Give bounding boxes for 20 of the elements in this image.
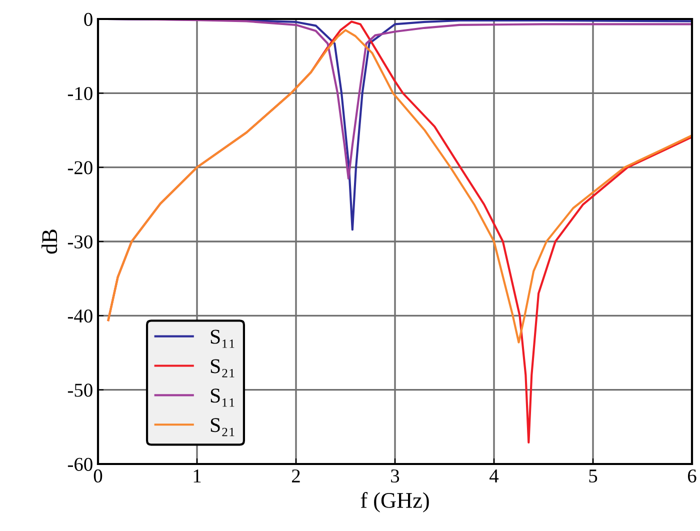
x-tick-label: 4 (490, 470, 499, 482)
y-tick-label: -30 (68, 235, 92, 248)
y-tick-label: -20 (68, 161, 92, 174)
y-tick-label: -60 (68, 458, 92, 471)
legend-label: S₂₁ (210, 418, 234, 436)
legend-label: S₁₁ (210, 388, 234, 407)
y-tick-label: -40 (68, 309, 92, 323)
x-axis-title: f (GHz) (360, 492, 429, 512)
x-tick-label: 6 (688, 469, 696, 483)
y-tick-label: -10 (68, 86, 92, 100)
x-tick-label: 0 (94, 469, 102, 483)
legend-label: S₁₁ (210, 330, 234, 348)
y-axis-title: dB (42, 230, 58, 254)
x-tick-label: 3 (391, 469, 400, 483)
x-tick-label: 5 (589, 470, 598, 483)
x-tick-label: 1 (194, 470, 201, 482)
x-tick-label: 2 (292, 469, 300, 482)
y-tick-label: -50 (68, 384, 92, 397)
y-tick-label: 0 (84, 12, 92, 26)
legend-label: S₂₁ (210, 359, 234, 378)
